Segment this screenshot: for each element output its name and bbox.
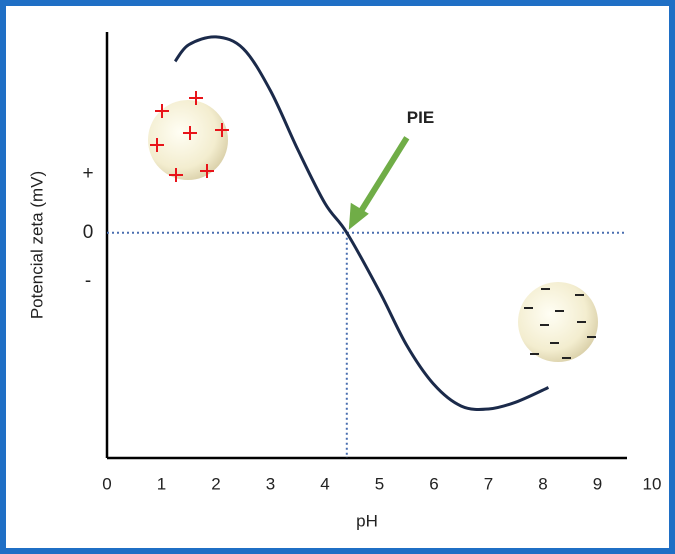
x-tick-label: 0 <box>102 474 111 493</box>
y-axis-label: Potencial zeta (mV) <box>27 171 46 319</box>
x-tick-label: 2 <box>211 474 220 493</box>
curve <box>173 35 550 411</box>
annotation-arrow <box>356 136 410 217</box>
x-tick-label: 5 <box>375 474 384 493</box>
x-tick-label: 3 <box>266 474 275 493</box>
x-tick-label: 8 <box>538 474 547 493</box>
x-tick-label: 4 <box>320 474 329 493</box>
annotation-arrowhead <box>348 202 369 230</box>
x-tick-label: 9 <box>593 474 602 493</box>
x-tick-label: 1 <box>157 474 166 493</box>
annotation: PIE <box>407 108 434 127</box>
y-tick-label: + <box>82 163 93 184</box>
y-tick-label: - <box>85 271 91 292</box>
positive-particle <box>148 91 229 182</box>
x-tick-label: 10 <box>643 474 662 493</box>
negative-particle <box>518 282 598 362</box>
y-tick-label: 0 <box>83 222 94 243</box>
x-axis-label: pH <box>356 511 378 530</box>
x-tick-label: 6 <box>429 474 438 493</box>
x-tick-label: 7 <box>484 474 493 493</box>
